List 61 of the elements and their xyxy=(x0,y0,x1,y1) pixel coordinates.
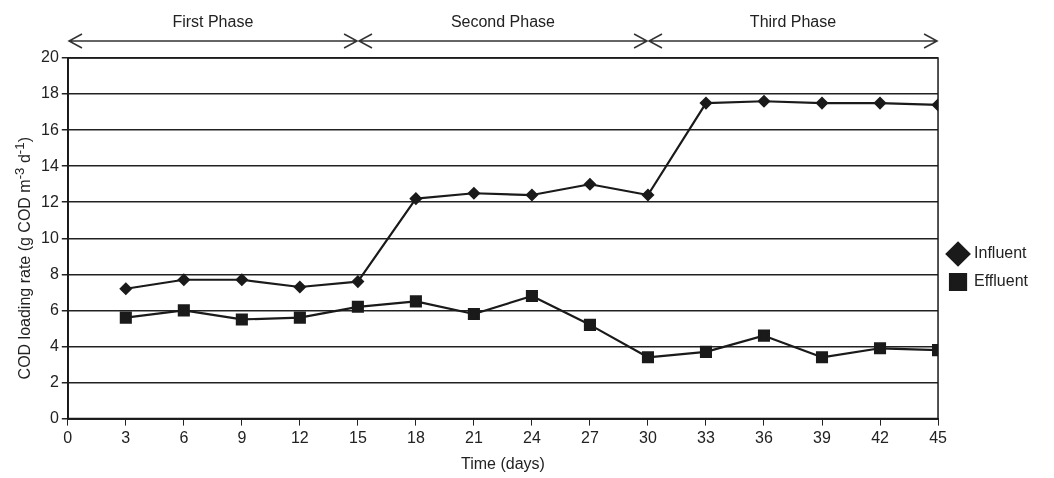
point xyxy=(467,307,480,321)
point xyxy=(873,96,887,110)
point xyxy=(351,275,364,288)
point xyxy=(119,311,132,324)
x-tick-label: 27 xyxy=(581,428,599,446)
point xyxy=(235,313,248,326)
y-tick-label: 2 xyxy=(49,372,59,390)
x-tick-label: 21 xyxy=(465,428,483,446)
y-tick-label: 6 xyxy=(49,300,59,318)
y-tick-label: 10 xyxy=(41,228,59,246)
y-tick-label: 20 xyxy=(41,48,59,66)
point xyxy=(293,280,306,294)
x-tick-label: 18 xyxy=(406,428,425,446)
legend-label: Influent xyxy=(974,244,1028,262)
text: First Phase xyxy=(171,13,255,31)
x-tick-label: 36 xyxy=(755,428,773,446)
point xyxy=(641,188,655,202)
point xyxy=(873,342,887,355)
point xyxy=(583,178,597,191)
y-tick-label: 14 xyxy=(41,156,59,174)
point xyxy=(583,318,596,331)
x-tick-label: 6 xyxy=(179,428,189,446)
point xyxy=(235,273,248,286)
point xyxy=(177,273,190,286)
point xyxy=(815,351,829,364)
x-tick-label: 15 xyxy=(348,428,367,446)
point xyxy=(119,282,132,295)
point xyxy=(699,96,713,110)
point xyxy=(467,187,481,200)
y-tick-label: 16 xyxy=(41,120,59,138)
x-tick-label: 12 xyxy=(290,428,309,446)
y-tick-label: 0 xyxy=(49,409,59,427)
y-tick-label: 4 xyxy=(49,336,59,354)
text: Second Phase xyxy=(449,13,556,31)
point xyxy=(641,351,654,364)
point xyxy=(409,192,422,205)
x-tick-label: 45 xyxy=(929,428,948,446)
point xyxy=(525,188,539,202)
x-tick-label: 9 xyxy=(237,428,247,446)
legend-label: Effluent xyxy=(974,272,1029,290)
x-tick-label: 24 xyxy=(523,428,541,446)
x-tick-label: 0 xyxy=(63,428,73,446)
point xyxy=(525,289,538,303)
point xyxy=(757,95,771,108)
x-tick-label: 30 xyxy=(639,428,657,446)
y-tick-label: 18 xyxy=(41,84,59,102)
x-tick-label: 3 xyxy=(121,428,131,446)
y-tick-label: 12 xyxy=(41,192,59,210)
x-tick-label: 33 xyxy=(697,428,715,446)
x-tick-label: 39 xyxy=(813,428,831,446)
point xyxy=(815,96,829,110)
point xyxy=(757,329,771,342)
point xyxy=(293,311,306,324)
point xyxy=(699,345,713,358)
point xyxy=(177,304,190,317)
point xyxy=(409,295,422,308)
point xyxy=(351,300,364,313)
text: Third Phase xyxy=(748,13,838,31)
x-axis-title: Time (days) xyxy=(460,454,545,472)
x-tick-label: 42 xyxy=(871,428,890,446)
y-tick-label: 8 xyxy=(49,264,59,282)
